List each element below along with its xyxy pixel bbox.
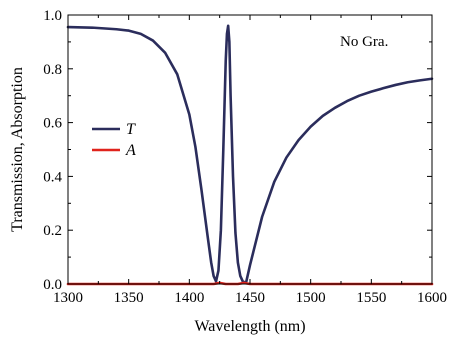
axis-ticks: 1300 1350 1400 1450 1500 1550 1600 0.0 0.2 0.4 0.6… bbox=[43, 8, 447, 306]
x-tick-label: 1350 bbox=[114, 290, 144, 306]
legend-label-t: T bbox=[126, 121, 136, 138]
series-line-t bbox=[66, 24, 434, 284]
x-tick-label: 1450 bbox=[235, 290, 265, 306]
y-tick-label: 0.0 bbox=[43, 277, 62, 293]
x-tick-label: 1400 bbox=[174, 290, 204, 306]
legend: T A bbox=[92, 121, 136, 159]
y-tick-label: 1.0 bbox=[43, 8, 62, 24]
chart-annotation: No Gra. bbox=[340, 34, 388, 50]
x-tick-label: 1600 bbox=[417, 290, 447, 306]
y-tick-label: 0.4 bbox=[43, 169, 62, 185]
y-tick-label: 0.2 bbox=[43, 223, 62, 239]
x-axis-label: Wavelength (nm) bbox=[194, 318, 305, 335]
y-tick-label: 0.8 bbox=[43, 62, 62, 78]
y-tick-label: 0.6 bbox=[43, 116, 62, 132]
x-tick-label: 1550 bbox=[356, 290, 386, 306]
plot-area bbox=[66, 24, 434, 286]
x-tick-label: 1300 bbox=[53, 290, 83, 306]
plot-frame bbox=[67, 14, 433, 285]
legend-label-a: A bbox=[125, 142, 136, 159]
x-tick-label: 1500 bbox=[296, 290, 326, 306]
y-axis-label: Transmission, Absorption bbox=[9, 67, 26, 232]
